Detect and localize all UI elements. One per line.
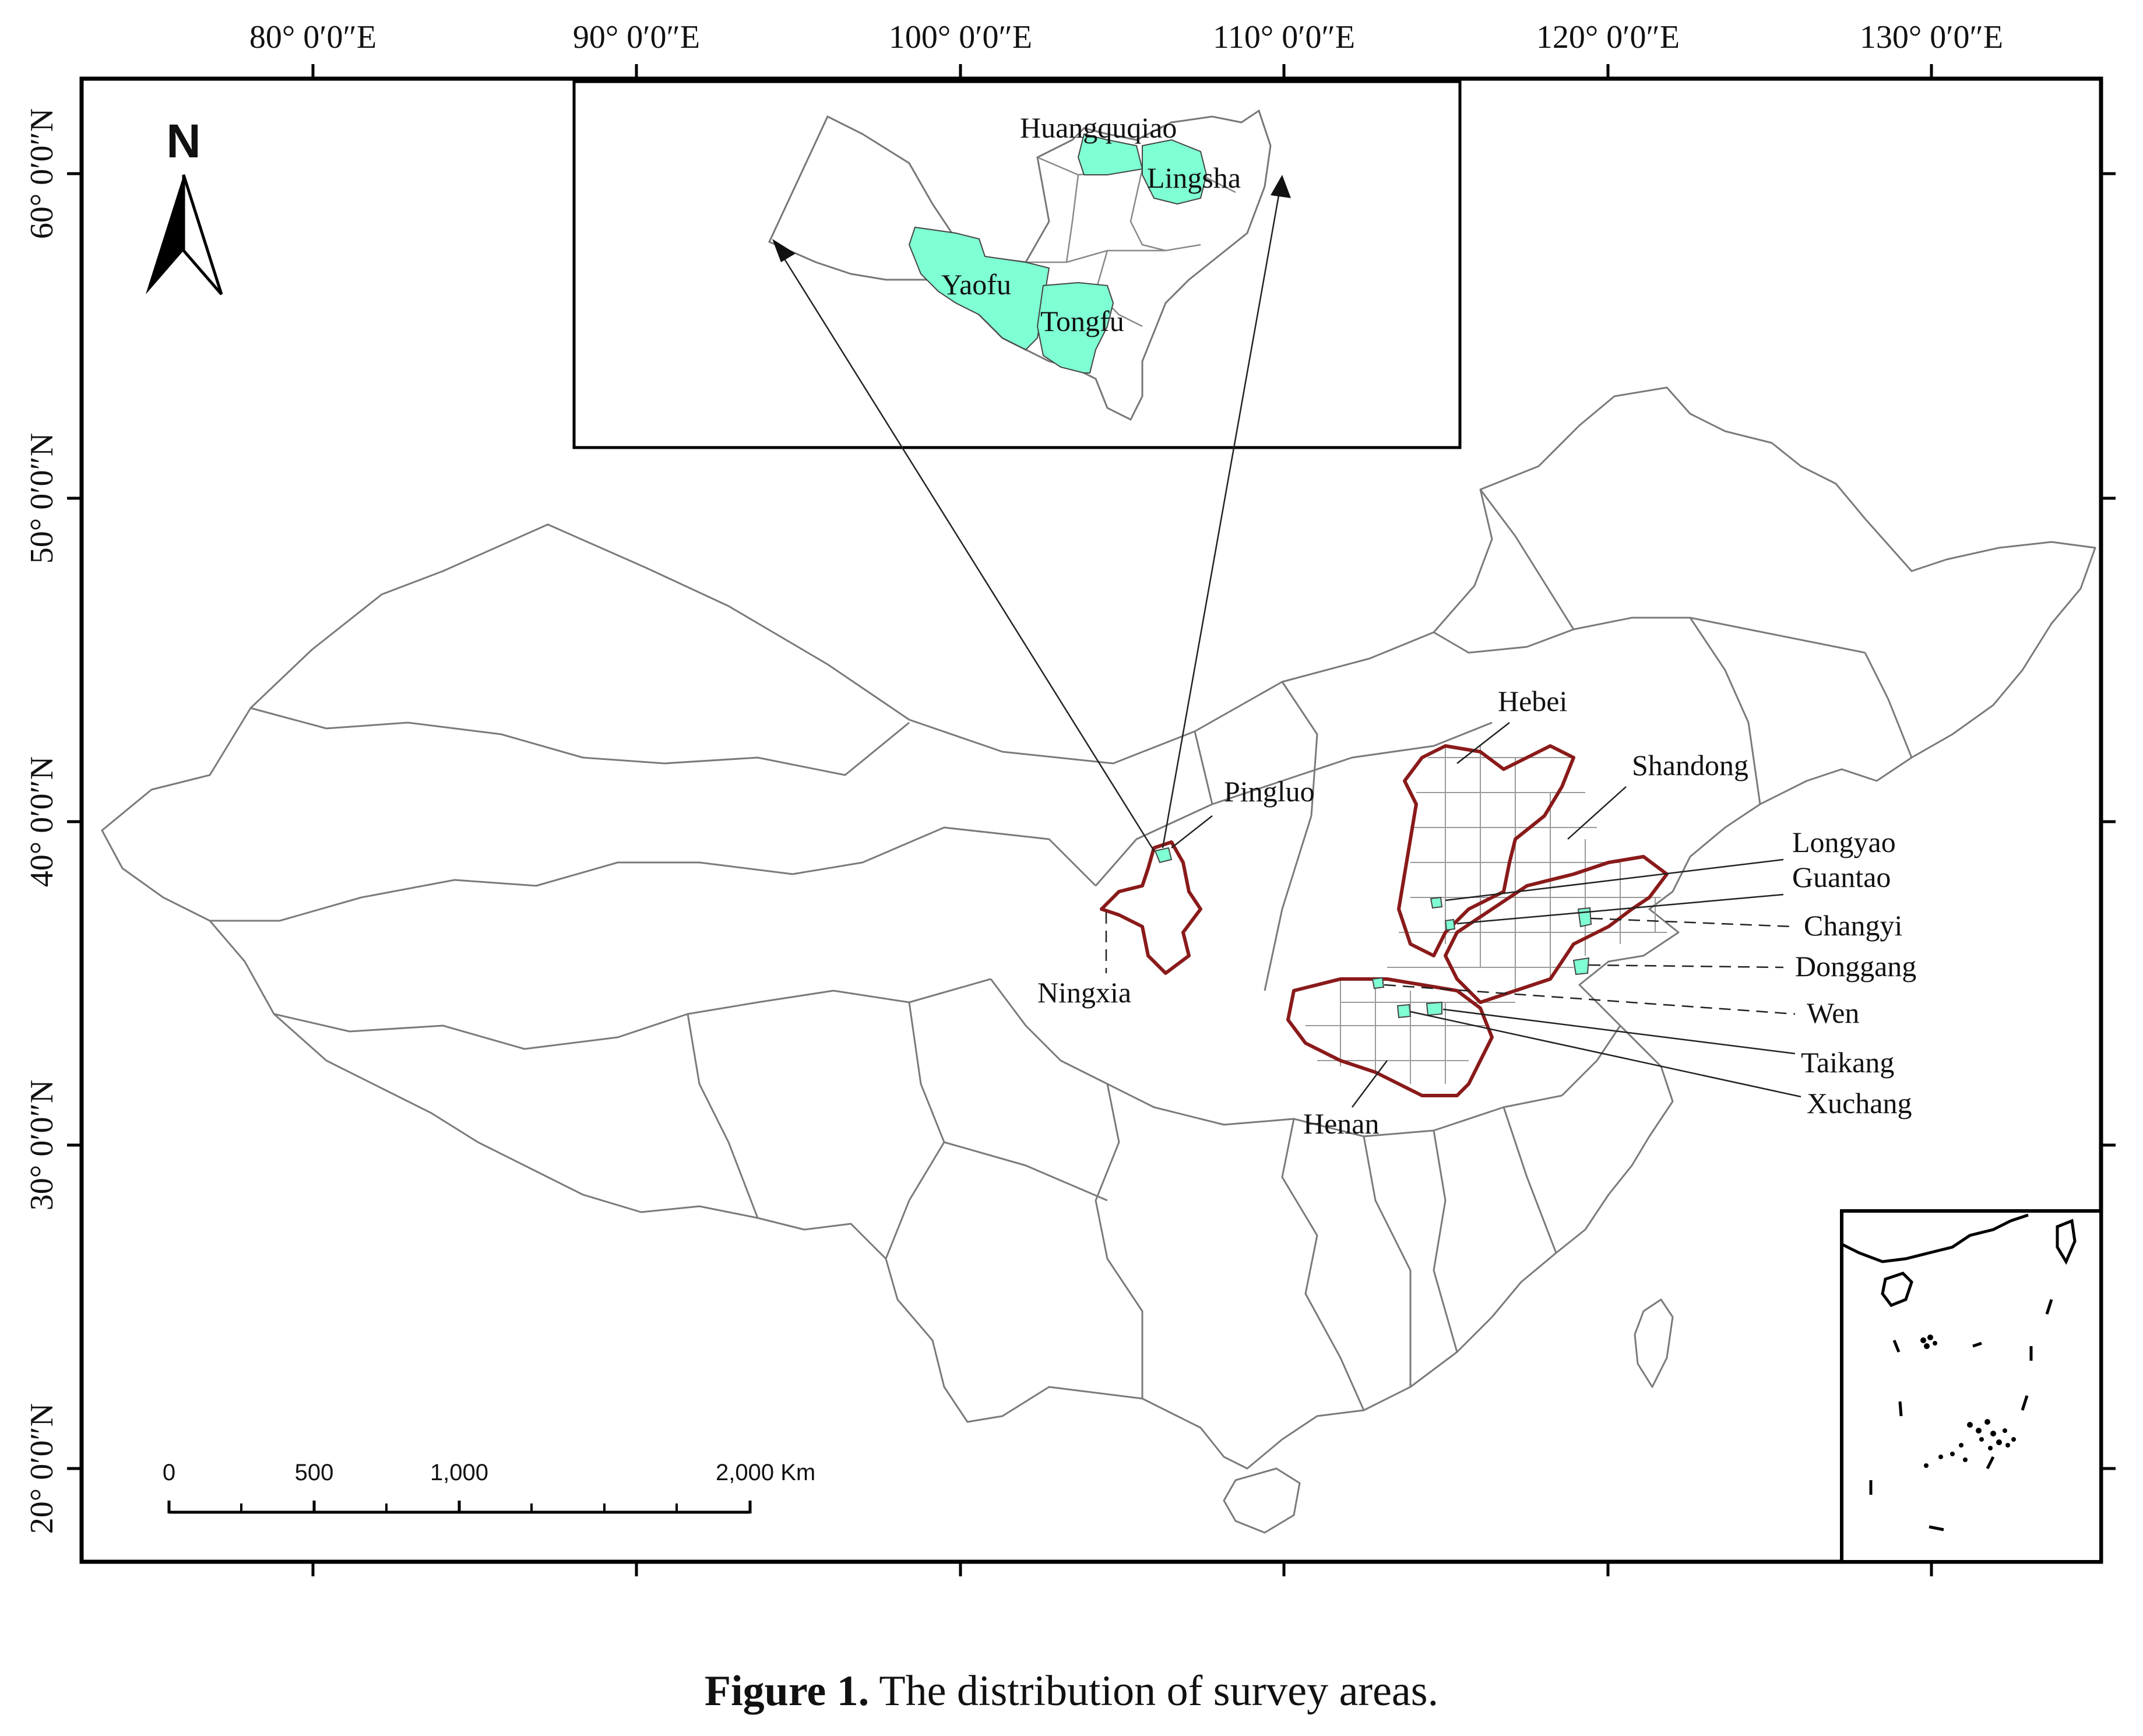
longitude-label-90e: 90° 0′0″E [573, 19, 700, 55]
yaofu-area [908, 226, 1050, 351]
leader-lines [1105, 722, 1801, 1108]
longitude-label-100e: 100° 0′0″E [889, 19, 1032, 55]
lingsha-label: Lingsha [1147, 161, 1241, 194]
wen-label: Wen [1807, 996, 1859, 1029]
scale-label-1000: 1,000 [430, 1460, 488, 1485]
province-boundaries [210, 489, 1913, 1411]
ningxia-province-outline [1100, 840, 1202, 975]
hainan-island [1223, 1467, 1301, 1534]
taikang-label: Taikang [1801, 1046, 1894, 1079]
hebei-label: Hebei [1498, 685, 1567, 717]
donggang-site [1572, 957, 1590, 976]
graticule-ticks [67, 64, 2116, 1576]
shandong-label: Shandong [1632, 749, 1748, 781]
latitude-label-20n: 20° 0′0″N [24, 1403, 60, 1534]
xuchang-site [1396, 1003, 1412, 1019]
donggang-label: Donggang [1795, 950, 1916, 983]
scs-inset-frame [1840, 1209, 2103, 1564]
scs-dashed-boundary [1869, 1299, 2053, 1531]
huangquqiao-area [1077, 133, 1143, 175]
guantao-label: Guantao [1792, 861, 1891, 893]
longitude-label-130e: 130° 0′0″E [1860, 19, 2003, 55]
shandong-province-outline [1444, 855, 1669, 1004]
caption-text: The distribution of survey areas. [879, 1667, 1439, 1715]
scs-coastline [1841, 1213, 2029, 1263]
guantao-site [1444, 918, 1456, 931]
henan-label: Henan [1303, 1107, 1380, 1140]
xuchang-label: Xuchang [1807, 1087, 1912, 1119]
longyao-label: Longyao [1792, 826, 1896, 858]
china-outline [101, 386, 2096, 1470]
pingluo-label: Pingluo [1224, 775, 1315, 808]
north-arrow: N [146, 115, 223, 295]
study-counties [1305, 746, 1667, 1084]
latitude-label-60n: 60° 0′0″N [24, 108, 60, 239]
scs-islands [1920, 1334, 2016, 1468]
henan-province-outline [1286, 977, 1494, 1097]
pingluo-site [1154, 847, 1173, 864]
longitude-label-120e: 120° 0′0″E [1536, 19, 1680, 55]
latitude-label-50n: 50° 0′0″N [24, 433, 60, 564]
ningxia-label: Ningxia [1037, 976, 1131, 1009]
scs-taiwan [2056, 1219, 2077, 1265]
taikang-site [1426, 1001, 1442, 1016]
yaofu-label: Yaofu [941, 268, 1011, 301]
pingluo-inset: Huangquqiao Lingsha Yaofu Tongfu [572, 80, 1462, 449]
latitude-label-40n: 40° 0′0″N [24, 756, 60, 887]
figure-caption: Figure 1. The distribution of survey are… [0, 1667, 2143, 1716]
tongfu-label: Tongfu [1040, 305, 1124, 337]
changyi-label: Changyi [1804, 909, 1902, 942]
taiwan-island [1634, 1298, 1674, 1388]
longitude-label-110e: 110° 0′0″E [1213, 19, 1355, 55]
caption-label: Figure 1. [704, 1667, 870, 1715]
scale-label-2000: 2,000 Km [716, 1460, 815, 1485]
arrowhead-left-icon [772, 239, 796, 262]
wen-site [1371, 977, 1385, 990]
north-arrow-icon [146, 175, 184, 294]
inset-arrow-left [780, 253, 1155, 851]
scale-label-0: 0 [163, 1460, 175, 1485]
north-arrow-icon-outline [182, 174, 223, 295]
inset-arrow-right [1162, 192, 1280, 848]
latitude-label-30n: 30° 0′0″N [24, 1080, 60, 1210]
tongfu-area [1036, 281, 1114, 374]
north-label: N [166, 115, 200, 168]
huangquqiao-label: Huangquqiao [1020, 111, 1177, 144]
scs-hainan [1881, 1272, 1913, 1308]
south-china-sea-inset [1840, 1209, 2103, 1564]
longitude-label-80e: 80° 0′0″E [249, 19, 376, 55]
longyao-site [1430, 896, 1443, 909]
scale-bar: 0 500 1,000 2,000 Km [163, 1460, 815, 1514]
inset-pointer-arrows [772, 175, 1291, 851]
hebei-province-outline [1397, 744, 1575, 957]
lingsha-area [1142, 139, 1208, 205]
scale-label-500: 500 [295, 1460, 334, 1485]
arrowhead-right-icon [1271, 175, 1291, 198]
changyi-site [1577, 907, 1592, 928]
